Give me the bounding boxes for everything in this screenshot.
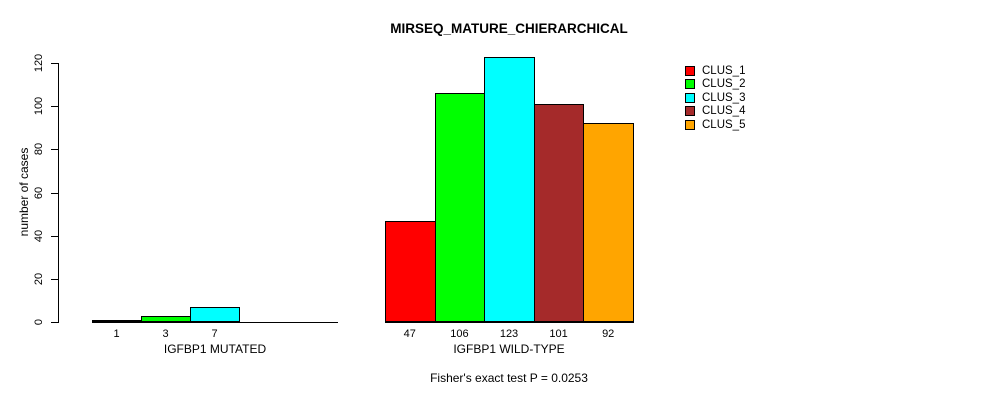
legend-swatch-clus_4 <box>685 106 695 117</box>
bar-value-label: 106 <box>450 328 469 340</box>
bar-value-label: 92 <box>602 328 615 340</box>
y-tick-label: 20 <box>33 272 45 285</box>
y-tick-label: 100 <box>33 96 45 116</box>
bar-value-label: 3 <box>162 328 169 340</box>
legend-label: CLUS_3 <box>702 91 746 104</box>
bar-clus_4-group1 <box>533 104 585 322</box>
legend-label: CLUS_5 <box>702 118 746 131</box>
fisher-test-caption: Fisher's exact test P = 0.0253 <box>430 371 588 385</box>
legend-label: CLUS_4 <box>702 105 746 118</box>
bar-value-label: 123 <box>499 328 519 340</box>
bar-clus_2-group1 <box>434 93 486 322</box>
bar-clus_3-group1 <box>484 56 535 322</box>
bar-value-label: 47 <box>403 328 416 340</box>
group-label-mutated: IGFBP1 MUTATED <box>163 342 267 356</box>
legend-swatch-clus_5 <box>685 119 695 130</box>
legend-swatch-clus_1 <box>685 66 695 76</box>
y-tick-mark <box>51 322 58 323</box>
x-axis-segment <box>385 322 634 323</box>
y-axis-label: number of cases <box>17 147 31 237</box>
bar-value-label: 101 <box>549 328 568 340</box>
group-label-wildtype: IGFBP1 WILD-TYPE <box>453 342 565 356</box>
y-axis-line <box>58 63 59 323</box>
bar-value-label: 1 <box>113 328 120 340</box>
y-tick-label: 80 <box>33 143 45 156</box>
legend-swatch-clus_3 <box>685 92 695 103</box>
x-axis-segment <box>92 322 338 323</box>
chart-title: MIRSEQ_MATURE_CHIERARCHICAL <box>390 21 628 36</box>
bar-clus_1-group1 <box>385 220 436 322</box>
bar-clus_5-group1 <box>583 123 634 322</box>
bar-clus_1-group0 <box>92 319 142 322</box>
y-tick-mark <box>51 192 58 194</box>
legend-label: CLUS_2 <box>702 78 746 91</box>
y-tick-mark <box>51 63 58 64</box>
legend-swatch-clus_2 <box>685 79 695 90</box>
bar-clus_3-group0 <box>190 306 240 322</box>
y-tick-label: 40 <box>33 229 45 242</box>
bar-clus_2-group0 <box>141 315 191 322</box>
y-tick-label: 0 <box>33 318 45 326</box>
y-tick-label: 60 <box>33 186 45 199</box>
legend-label: CLUS_1 <box>702 65 746 77</box>
y-tick-mark <box>51 235 58 237</box>
y-tick-mark <box>51 106 58 108</box>
y-tick-label: 120 <box>33 53 45 73</box>
y-tick-mark <box>51 278 58 280</box>
y-tick-mark <box>51 149 58 151</box>
bar-value-label: 7 <box>211 328 218 340</box>
